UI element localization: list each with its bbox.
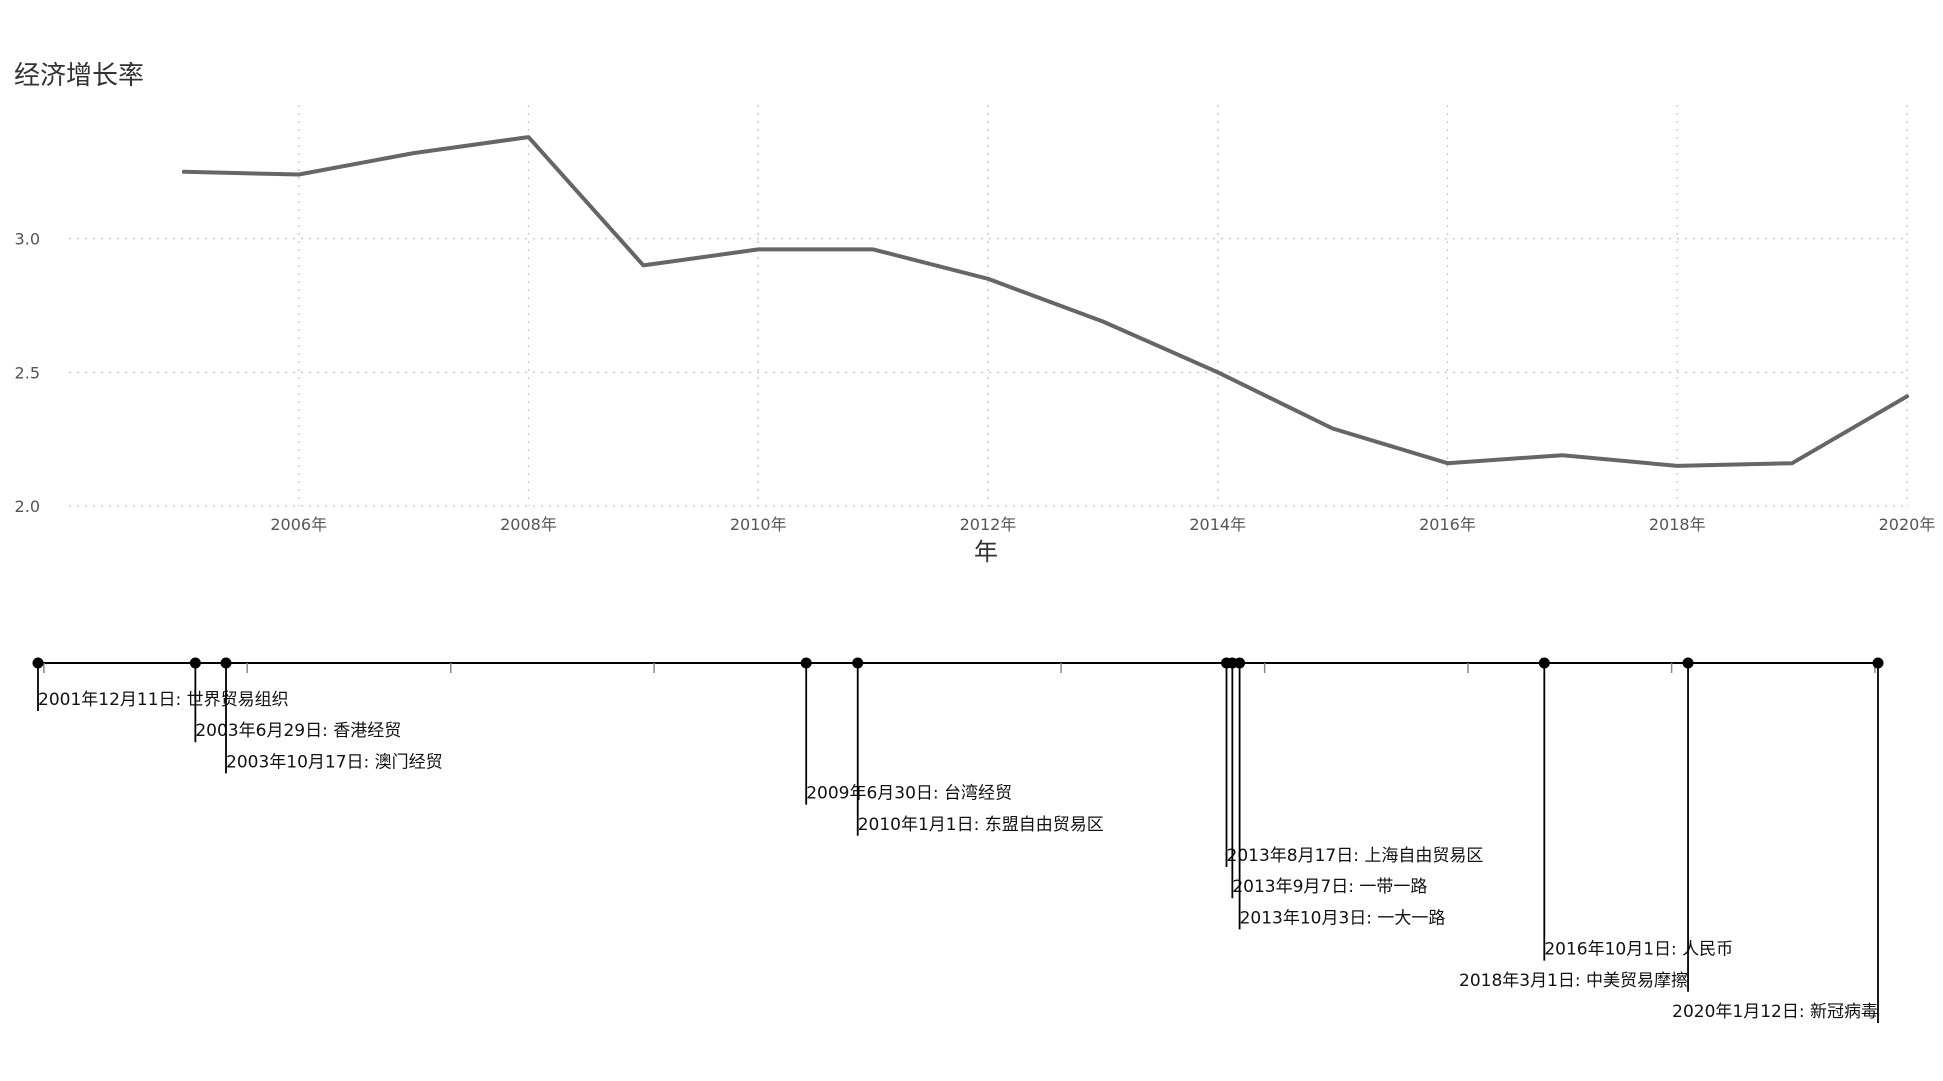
event-marker	[1538, 657, 1550, 669]
y-tick-label: 2.0	[15, 497, 40, 516]
event-marker	[852, 657, 864, 669]
event-marker	[32, 657, 44, 669]
y-tick-label: 2.5	[15, 363, 40, 382]
event-marker	[220, 657, 232, 669]
x-tick-label: 2018年	[1649, 515, 1706, 534]
chart-title: 经济增长率	[14, 61, 145, 91]
event-label: 2009年6月30日: 台湾经贸	[806, 784, 1012, 804]
event-marker	[1234, 657, 1246, 669]
x-tick-label: 2010年	[730, 515, 787, 534]
event-marker	[189, 657, 201, 669]
event-label: 2016年10月1日: 人民币	[1544, 940, 1733, 960]
x-axis-ticks: 2006年 2008年 2010年 2012年 2014年 2016年 2018年 2020年	[270, 515, 1935, 534]
x-tick-label: 2014年	[1189, 515, 1246, 534]
y-tick-label: 3.0	[15, 230, 40, 249]
timeline-year-ticks	[43, 663, 1876, 673]
event-timeline: 2001年12月11日: 世界贸易组织 2003年6月29日: 香港经贸 2003年…	[32, 657, 1884, 1023]
event-label: 2010年1月1日: 东盟自由贸易区	[858, 815, 1104, 835]
event-label: 2013年8月17日: 上海自由贸易区	[1227, 846, 1484, 866]
timeline-events: 2001年12月11日: 世界贸易组织 2003年6月29日: 香港经贸 2003年…	[32, 657, 1884, 1023]
event-marker	[1682, 657, 1694, 669]
x-axis-title: 年	[974, 538, 998, 566]
event-label: 2001年12月11日: 世界贸易组织	[38, 690, 289, 710]
x-tick-label: 2012年	[960, 515, 1017, 534]
event-marker	[800, 657, 812, 669]
event-label: 2018年3月1日: 中美贸易摩擦	[1459, 971, 1688, 991]
x-tick-label: 2008年	[500, 515, 557, 534]
series-line	[181, 135, 1909, 468]
x-tick-label: 2016年	[1419, 515, 1476, 534]
event-label: 2003年6月29日: 香港经贸	[195, 721, 401, 741]
y-axis-ticks: 2.0 2.5 3.0	[15, 230, 40, 516]
event-label: 2003年10月17日: 澳门经贸	[226, 752, 443, 772]
event-marker	[1872, 657, 1884, 669]
event-label: 2013年9月7日: 一带一路	[1232, 877, 1427, 897]
x-tick-label: 2006年	[270, 515, 327, 534]
event-label: 2013年10月3日: 一大一路	[1240, 908, 1446, 928]
event-label: 2020年1月12日: 新冠病毒	[1672, 1002, 1878, 1022]
x-tick-label: 2020年	[1879, 515, 1936, 534]
grid	[69, 105, 1908, 507]
